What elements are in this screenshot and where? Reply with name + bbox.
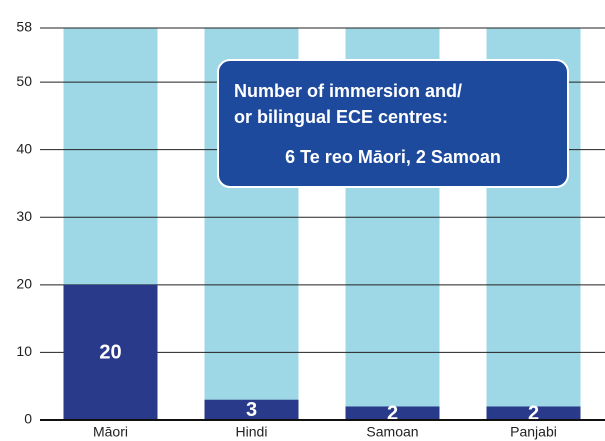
y-tick-label: 20: [16, 276, 32, 292]
x-tick-label: Hindi: [236, 424, 268, 440]
value-label: 3: [246, 399, 257, 421]
annotation-text: or bilingual ECE centres:: [234, 107, 448, 127]
annotation-box: [217, 59, 569, 188]
value-label: 20: [99, 342, 121, 364]
annotation-text: 6 Te reo Māori, 2 Samoan: [285, 147, 501, 167]
x-tick-label: Panjabi: [510, 424, 557, 440]
bar: [345, 406, 440, 420]
x-tick-label: Samoan: [366, 424, 418, 440]
y-tick-label: 0: [24, 411, 32, 427]
y-tick-label: 40: [16, 140, 32, 156]
y-tick-label: 10: [16, 343, 32, 359]
y-tick-label: 30: [16, 208, 32, 224]
value-label: 2: [387, 403, 398, 425]
value-label: 2: [528, 403, 539, 425]
bar: [204, 399, 299, 420]
bar: [63, 284, 158, 420]
y-tick-label: 58: [16, 19, 32, 35]
y-tick-label: 50: [16, 73, 32, 89]
x-tick-label: Māori: [93, 424, 128, 440]
bar: [486, 406, 581, 420]
annotation-text: Number of immersion and/: [234, 81, 462, 101]
